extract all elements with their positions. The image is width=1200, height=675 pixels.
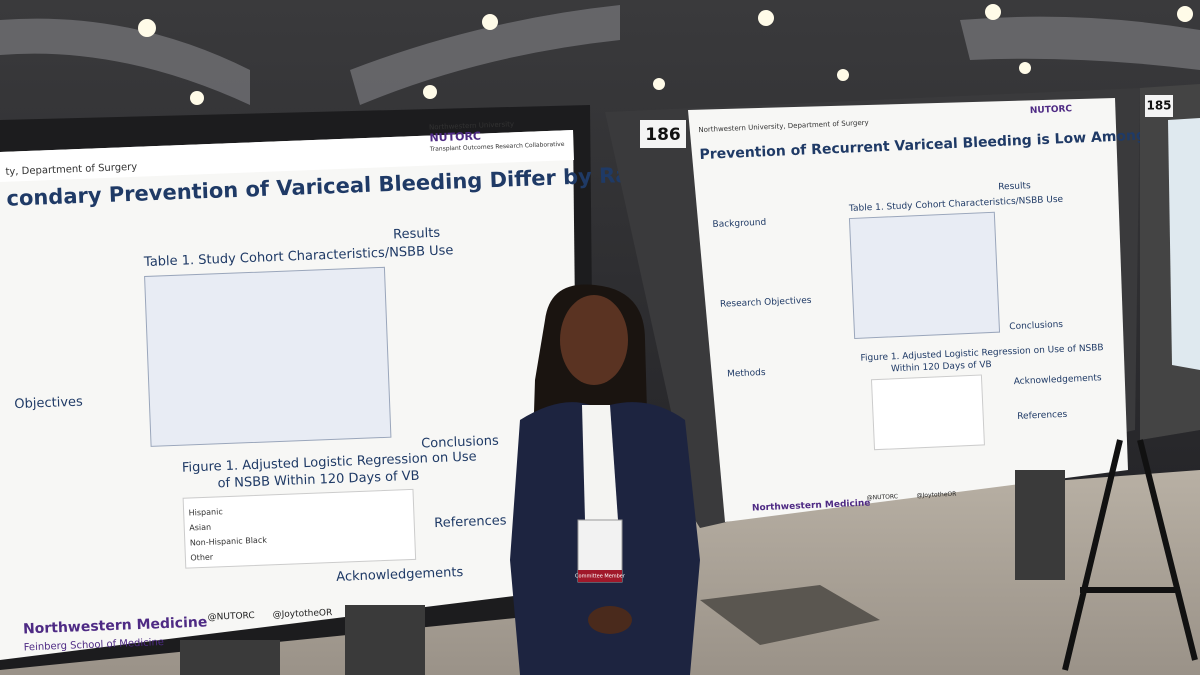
org-logo: NUTORC	[429, 130, 481, 145]
org-logo: NUTORC	[1030, 104, 1073, 116]
section-heading: Background	[712, 218, 766, 230]
section-heading: Acknowledgements	[1014, 373, 1103, 387]
figure-label: Hispanic	[189, 507, 223, 517]
handle: @JoytotheOR	[272, 608, 332, 620]
poster-number: 185	[1146, 99, 1171, 113]
table	[144, 266, 392, 447]
section-heading: Objectives	[14, 394, 83, 412]
badge-role: Committee Member	[575, 574, 626, 580]
left-poster-header	[0, 130, 574, 182]
presenter: Committee Member	[510, 284, 700, 675]
lights	[138, 4, 1193, 105]
section-heading: Acknowledgements	[336, 565, 464, 585]
handle: @NUTORC	[208, 611, 255, 623]
figure-title: Within 120 Days of VB	[891, 360, 992, 374]
section-heading: References	[1017, 410, 1068, 422]
number-card	[640, 120, 686, 148]
figure-label: Other	[190, 553, 214, 563]
section-heading: Results	[998, 181, 1031, 192]
number-card	[1145, 95, 1173, 117]
section-heading: Research Objectives	[720, 296, 812, 310]
org: Northwestern University	[429, 120, 514, 131]
footer: Northwestern Medicine	[23, 614, 208, 637]
department: ty, Department of Surgery	[5, 162, 137, 178]
figure-label: Non-Hispanic Black	[190, 536, 268, 548]
handle: @NUTORC	[866, 493, 898, 501]
handle: @JoytotheOR	[916, 491, 956, 500]
footer-sub: Feinberg School of Medicine	[24, 637, 165, 653]
ducts	[0, 5, 1200, 106]
table	[848, 211, 1001, 339]
far-poster	[1168, 118, 1200, 370]
floor-mat	[700, 585, 880, 645]
section-heading: Conclusions	[1009, 320, 1063, 332]
figure	[870, 374, 985, 451]
easel	[1062, 439, 1198, 671]
bystanders	[180, 470, 1065, 675]
poster-number: 186	[645, 125, 681, 145]
section-heading: Methods	[727, 368, 766, 380]
section-heading: Results	[393, 226, 441, 243]
figure	[182, 488, 417, 569]
section-heading: References	[434, 513, 507, 531]
section-heading: Conclusions	[421, 434, 499, 452]
figure-label: Asian	[189, 523, 211, 533]
